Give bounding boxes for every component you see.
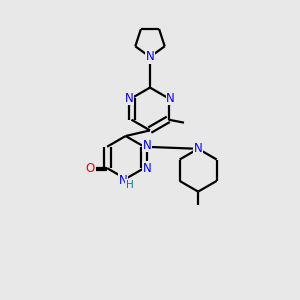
Text: H: H	[126, 180, 134, 190]
Text: N: N	[166, 92, 175, 105]
Text: N: N	[143, 162, 152, 175]
Text: N: N	[125, 92, 134, 105]
Text: N: N	[119, 174, 128, 187]
Text: N: N	[146, 50, 154, 64]
Text: N: N	[194, 142, 203, 155]
Text: N: N	[143, 139, 152, 152]
Text: O: O	[86, 162, 95, 175]
